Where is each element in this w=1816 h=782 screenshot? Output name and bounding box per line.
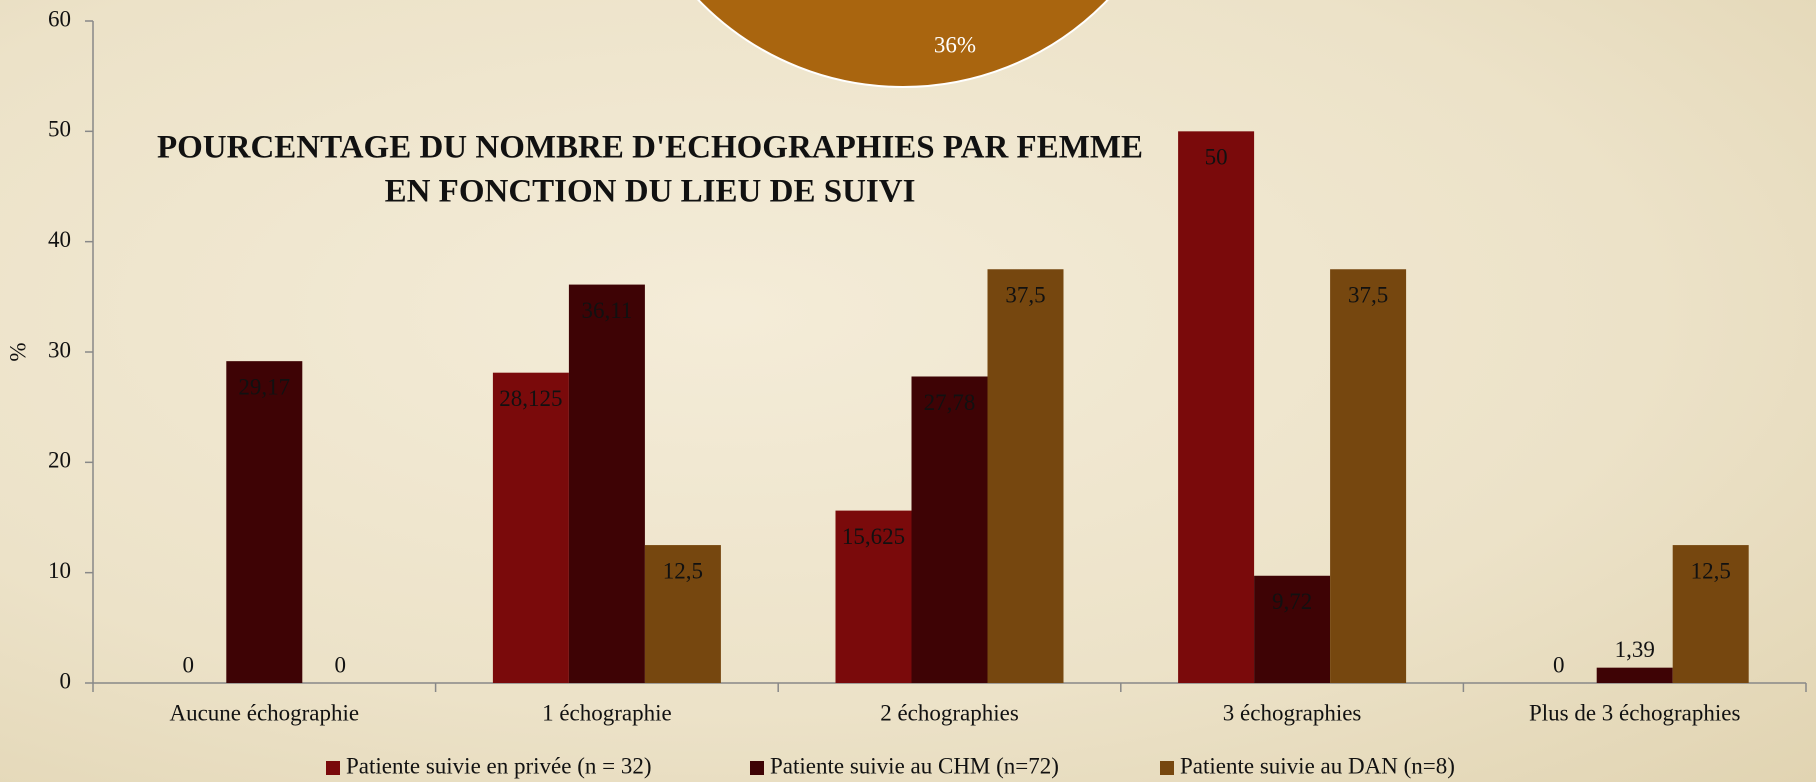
x-tick-label: 2 échographies xyxy=(880,700,1019,725)
pie-slice xyxy=(697,0,1109,88)
y-tick-label: 50 xyxy=(48,117,71,142)
chart-title-line: POURCENTAGE DU NOMBRE D'ECHOGRAPHIES PAR… xyxy=(157,130,1143,166)
bar xyxy=(1330,269,1407,683)
y-tick-label: 40 xyxy=(48,227,71,252)
legend-label: Patiente suivie au DAN (n=8) xyxy=(1180,753,1455,778)
legend-swatch xyxy=(750,761,764,775)
data-label: 0 xyxy=(335,652,347,677)
bar xyxy=(1596,667,1673,683)
data-label: 15,625 xyxy=(842,524,905,549)
data-label: 0 xyxy=(1553,652,1565,677)
pie-label: 36% xyxy=(934,32,976,57)
x-tick-label: 3 échographies xyxy=(1223,700,1362,725)
y-axis-label: % xyxy=(5,342,30,361)
bar xyxy=(1672,545,1749,683)
y-tick-label: 20 xyxy=(48,448,71,473)
bar xyxy=(987,269,1064,683)
chart-title-line: EN FONCTION DU LIEU DE SUIVI xyxy=(385,174,916,210)
y-tick-label: 30 xyxy=(48,337,71,362)
bar xyxy=(835,510,912,683)
x-tick-label: Plus de 3 échographies xyxy=(1529,700,1740,725)
data-label: 37,5 xyxy=(1005,283,1045,308)
y-tick-label: 60 xyxy=(48,6,71,31)
y-tick-label: 10 xyxy=(48,558,71,583)
legend-swatch xyxy=(1160,761,1174,775)
legend-label: Patiente suivie en privée (n = 32) xyxy=(346,753,652,778)
x-tick-label: Aucune échographie xyxy=(169,700,359,725)
legend-swatch xyxy=(326,761,340,775)
data-label: 29,17 xyxy=(238,374,290,399)
data-label: 28,125 xyxy=(499,386,562,411)
bar xyxy=(1254,575,1331,683)
y-tick-label: 0 xyxy=(60,668,72,693)
data-label: 1,39 xyxy=(1615,637,1655,662)
data-label: 27,78 xyxy=(924,390,976,415)
bar xyxy=(492,372,569,683)
bar xyxy=(911,376,988,683)
x-tick-label: 1 échographie xyxy=(542,700,672,725)
bar xyxy=(568,284,645,683)
data-label: 36,11 xyxy=(581,298,632,323)
data-label: 12,5 xyxy=(663,558,703,583)
data-label: 12,5 xyxy=(1691,558,1731,583)
bar xyxy=(226,361,303,683)
bar xyxy=(1178,131,1255,684)
bar xyxy=(644,545,721,683)
data-label: 0 xyxy=(183,652,195,677)
legend-label: Patiente suivie au CHM (n=72) xyxy=(770,753,1059,778)
data-label: 37,5 xyxy=(1348,283,1388,308)
data-label: 50 xyxy=(1205,145,1228,170)
data-label: 9,72 xyxy=(1272,589,1312,614)
